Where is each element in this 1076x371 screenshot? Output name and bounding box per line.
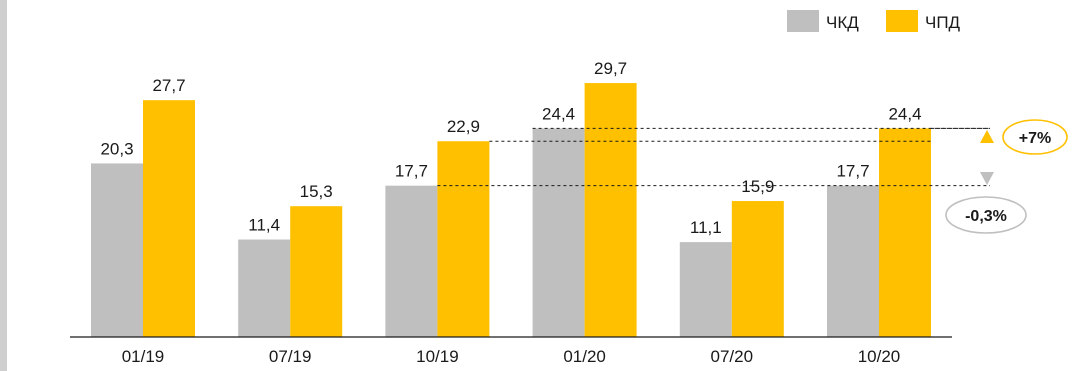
bar-chpd-07-19 — [290, 206, 343, 337]
legend-label-chpd: ЧПД — [925, 13, 961, 32]
value-label-chkd-07-19: 11,4 — [248, 216, 280, 235]
value-label-chpd-07-19: 15,3 — [300, 182, 333, 201]
down-badge-outline — [945, 196, 1027, 234]
value-label-chkd-10-19: 17,7 — [395, 162, 428, 181]
x-axis-tick-labels: 01/19 07/19 10/19 01/20 07/20 10/20 — [122, 347, 901, 366]
bar-chkd-07-20 — [679, 242, 732, 337]
bar-chpd-10-20 — [879, 128, 931, 337]
up-badge-label: +7% — [1019, 130, 1051, 147]
up-triangle-icon — [980, 130, 994, 143]
value-label-chkd-01-19: 20,3 — [100, 139, 133, 158]
up-badge-outline — [1002, 119, 1068, 155]
bar-chpd-10-19 — [437, 141, 490, 337]
value-label-chpd-01-19: 27,7 — [152, 76, 185, 95]
x-tick-label: 10/19 — [416, 347, 459, 366]
bar-chpd-07-20 — [731, 201, 784, 337]
bar-chkd-10-19 — [385, 185, 438, 337]
legend-label-chkd: ЧКД — [826, 13, 859, 32]
value-label-chpd-10-20: 24,4 — [888, 104, 921, 123]
bar-chkd-10-20 — [827, 185, 879, 337]
x-tick-label: 01/20 — [563, 347, 606, 366]
legend-swatch-chkd — [787, 10, 819, 32]
legend-swatch-chpd — [886, 10, 918, 32]
x-tick-label: 10/20 — [858, 347, 901, 366]
bar-chpd-01-19 — [143, 100, 195, 337]
down-badge-label: -0,3% — [965, 208, 1007, 225]
value-label-chpd-07-20: 15,9 — [741, 177, 774, 196]
value-label-chpd-01-20: 29,7 — [594, 59, 627, 78]
value-label-chkd-01-20: 24,4 — [542, 104, 575, 123]
left-divider — [0, 0, 7, 371]
bar-chkd-01-19 — [91, 163, 143, 337]
change-annotations: +7% -0,3% — [945, 119, 1068, 234]
x-tick-label: 07/20 — [711, 347, 754, 366]
bar-chkd-01-20 — [532, 128, 585, 337]
value-label-chpd-10-19: 22,9 — [447, 117, 480, 136]
down-triangle-icon — [980, 172, 994, 185]
reference-lines — [437, 127, 990, 187]
bar-chpd-01-20 — [584, 83, 637, 337]
value-label-chkd-10-20: 17,7 — [836, 162, 869, 181]
bar-chkd-07-19 — [238, 239, 291, 337]
value-label-chkd-07-20: 11,1 — [690, 218, 722, 237]
value-labels: 20,3 27,7 11,4 15,3 17,7 22,9 24,4 29,7 11,1 15,9… — [100, 59, 921, 237]
legend: ЧКД ЧПД — [787, 10, 961, 32]
x-tick-label: 07/19 — [269, 347, 312, 366]
bars-layer — [91, 83, 931, 337]
x-tick-label: 01/19 — [122, 347, 165, 366]
